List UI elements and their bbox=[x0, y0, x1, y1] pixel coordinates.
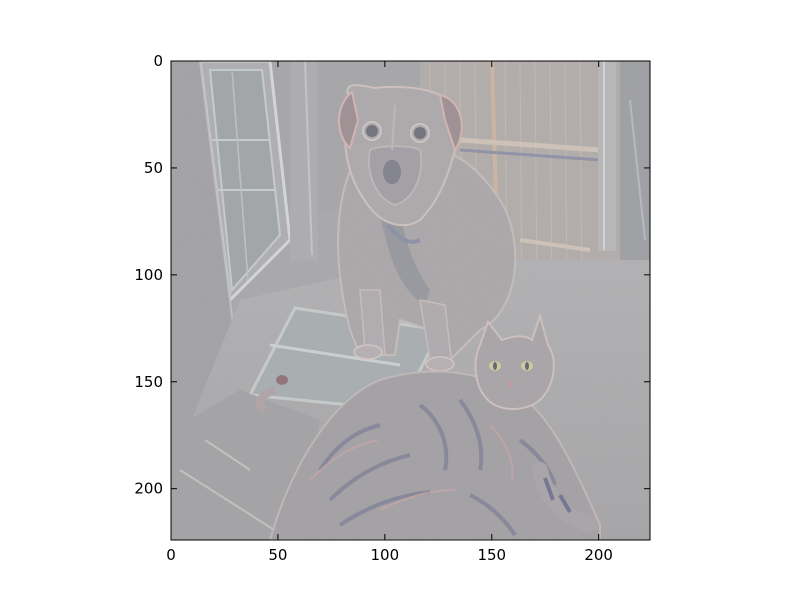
x-tick-label: 0 bbox=[166, 546, 176, 564]
y-tick-label: 150 bbox=[134, 373, 163, 391]
y-tick-label: 50 bbox=[144, 159, 163, 177]
x-tick-label: 200 bbox=[584, 546, 613, 564]
image-content bbox=[171, 61, 650, 540]
ticks: 0 50 100 150 200 0 50 100 150 200 bbox=[134, 52, 650, 564]
x-tick-label: 100 bbox=[371, 546, 400, 564]
x-tick-label: 50 bbox=[268, 546, 287, 564]
y-tick-label: 0 bbox=[153, 52, 163, 70]
y-tick-label: 200 bbox=[134, 480, 163, 498]
x-tick-label: 150 bbox=[477, 546, 506, 564]
axes-frame bbox=[170, 60, 651, 541]
y-tick-label: 100 bbox=[134, 266, 163, 284]
